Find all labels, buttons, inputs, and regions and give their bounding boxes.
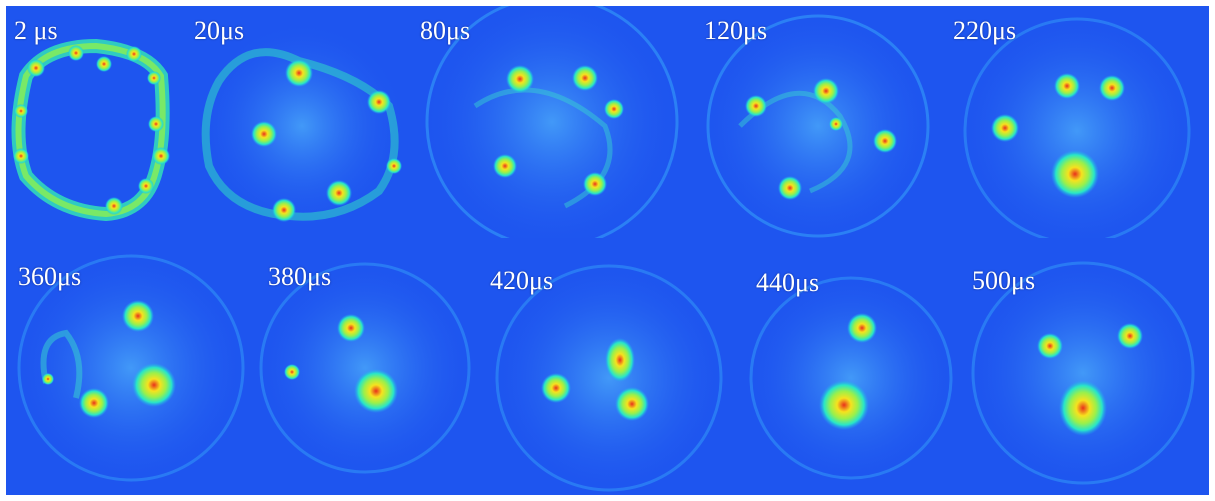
- panel-220us: 220μs: [947, 6, 1209, 238]
- vortex-ring-image: [744, 270, 958, 486]
- panel-120us: 120μs: [690, 6, 947, 238]
- time-label: 380μs: [268, 262, 332, 291]
- panel-440us: 440μs: [744, 238, 958, 495]
- time-label: 80μs: [420, 16, 471, 45]
- vortex-ring-image: [957, 11, 1197, 238]
- vortex-ring-image: [256, 258, 474, 478]
- panel-420us: 420μs: [474, 238, 744, 495]
- vortex-ring-image: [489, 258, 729, 495]
- panel-2us: 2 μs: [6, 6, 189, 238]
- vortex-ring-image: [965, 255, 1201, 491]
- vortex-ring-image: [197, 21, 407, 231]
- time-label: 500μs: [972, 266, 1036, 295]
- panel-80us: 80μs: [415, 6, 690, 238]
- time-label: 120μs: [704, 16, 768, 45]
- time-label: 2 μs: [14, 16, 58, 45]
- vortex-ring-image: [700, 8, 936, 238]
- time-label: 440μs: [756, 268, 820, 297]
- panel-360us: 360μs: [6, 238, 256, 495]
- time-label: 420μs: [490, 266, 554, 295]
- vortex-ring-image: [11, 38, 170, 222]
- vortex-image-grid: 2 μs 20μs 80μs: [6, 6, 1209, 495]
- time-label: 360μs: [18, 262, 82, 291]
- panel-500us: 500μs: [958, 238, 1209, 495]
- vortex-ring-image: [11, 248, 251, 488]
- time-label: 20μs: [194, 16, 245, 45]
- panel-380us: 380μs: [256, 238, 474, 495]
- time-label: 220μs: [953, 16, 1017, 45]
- vortex-ring-image: [422, 6, 682, 238]
- panel-20us: 20μs: [189, 6, 415, 238]
